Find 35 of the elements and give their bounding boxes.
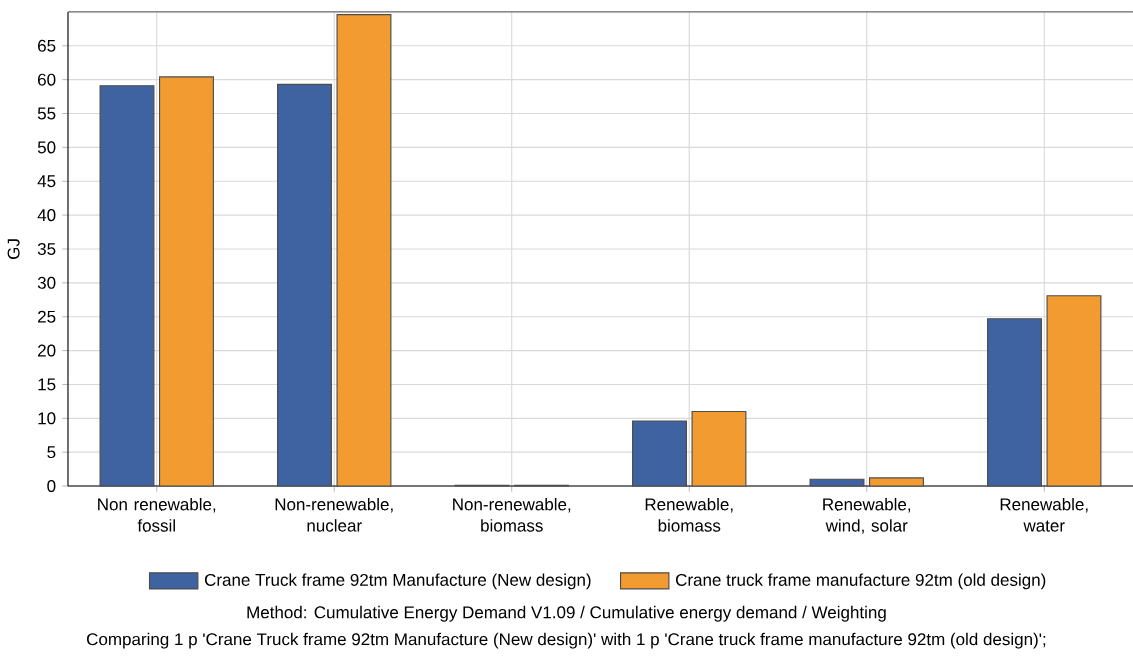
x-tick-label: Non renewable, fossil	[98, 497, 216, 532]
text: Method: Cumulative Energy Demand V1.09 / Cumulative energy demand / Weighting	[247, 605, 886, 622]
legend-label: Crane truck frame manufacture 92tm (old design)	[675, 573, 1046, 590]
bar	[809, 478, 865, 487]
y-tick-label: 0	[47, 479, 56, 493]
y-tick-label: 15	[38, 378, 56, 391]
y-tick-label: 60	[38, 73, 56, 86]
bar	[158, 76, 214, 487]
y-tick-label: 10	[38, 412, 56, 425]
x-tick-label: Renewable, biomass	[645, 497, 733, 532]
bar	[336, 14, 392, 487]
y-tick-label: 45	[37, 175, 56, 188]
x-tick-label: Non-renewable, biomass	[453, 497, 571, 532]
y-tick-label: 5	[47, 446, 56, 459]
y-tick-label: 25	[38, 310, 56, 323]
x-tick-label: Renewable, wind, solar	[823, 497, 911, 534]
bar	[987, 318, 1042, 487]
bar	[1046, 295, 1102, 487]
bar	[869, 477, 924, 487]
text: Comparing 1 p 'Crane Truck frame 92tm Manufacture (New design)' with 1 p 'Crane truck frame manufacture 92tm (old design)';	[87, 632, 1046, 649]
y-axis-title: GJ	[7, 239, 20, 259]
y-tick-label: 20	[38, 344, 56, 357]
y-tick-label: 30	[37, 276, 56, 289]
y-tick-label: 40	[37, 209, 56, 222]
bar	[277, 83, 332, 487]
y-tick-label: 35	[37, 242, 56, 255]
y-tick-label: 55	[37, 107, 56, 120]
bar	[691, 410, 747, 487]
bar	[632, 420, 687, 487]
x-tick-label: Non-renewable, nuclear	[275, 497, 393, 532]
x-tick-label: Renewable, water	[1000, 497, 1088, 532]
y-tick-label: 65	[38, 39, 56, 52]
legend-label: Crane Truck frame 92tm Manufacture (New design)	[204, 573, 591, 590]
y-tick-label: 50	[37, 141, 56, 154]
bar	[99, 85, 155, 487]
